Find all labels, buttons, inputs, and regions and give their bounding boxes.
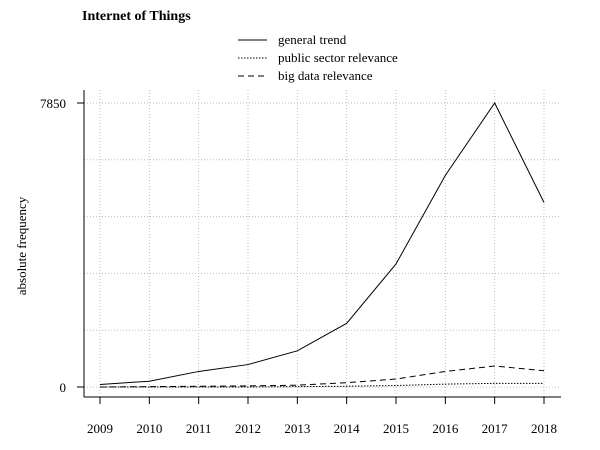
x-tick-label: 2015 — [383, 421, 409, 436]
series-line-1 — [100, 382, 544, 388]
x-tick-label: 2009 — [87, 421, 113, 436]
x-tick-label: 2012 — [235, 421, 261, 436]
axes: 2009 2010 2011 2012 2013 2014 2015 2016 2017 2018… — [40, 90, 561, 436]
x-tick-label: 2018 — [531, 421, 557, 436]
legend-entry: general trend — [278, 32, 347, 47]
legend: general trend public sector relevance big … — [238, 32, 398, 83]
x-tick-label: 2013 — [284, 421, 310, 436]
x-tick-label: 2014 — [334, 421, 361, 436]
series-lines — [99, 102, 545, 388]
legend-entry: public sector relevance — [278, 50, 398, 65]
series-line-0 — [99, 102, 545, 385]
x-tick-label: 2010 — [136, 421, 162, 436]
x-tick-label: 2011 — [186, 421, 212, 436]
y-tick-label: 7850 — [40, 96, 66, 111]
x-tick-label: 2016 — [432, 421, 459, 436]
legend-entry: big data relevance — [278, 68, 373, 83]
y-tick-label: 0 — [60, 380, 67, 395]
x-tick-label: 2017 — [482, 421, 509, 436]
series-line-2 — [99, 365, 545, 388]
chart-title: Internet of Things — [82, 9, 191, 24]
y-axis-label: absolute frequency — [14, 196, 29, 295]
grid — [84, 90, 561, 397]
